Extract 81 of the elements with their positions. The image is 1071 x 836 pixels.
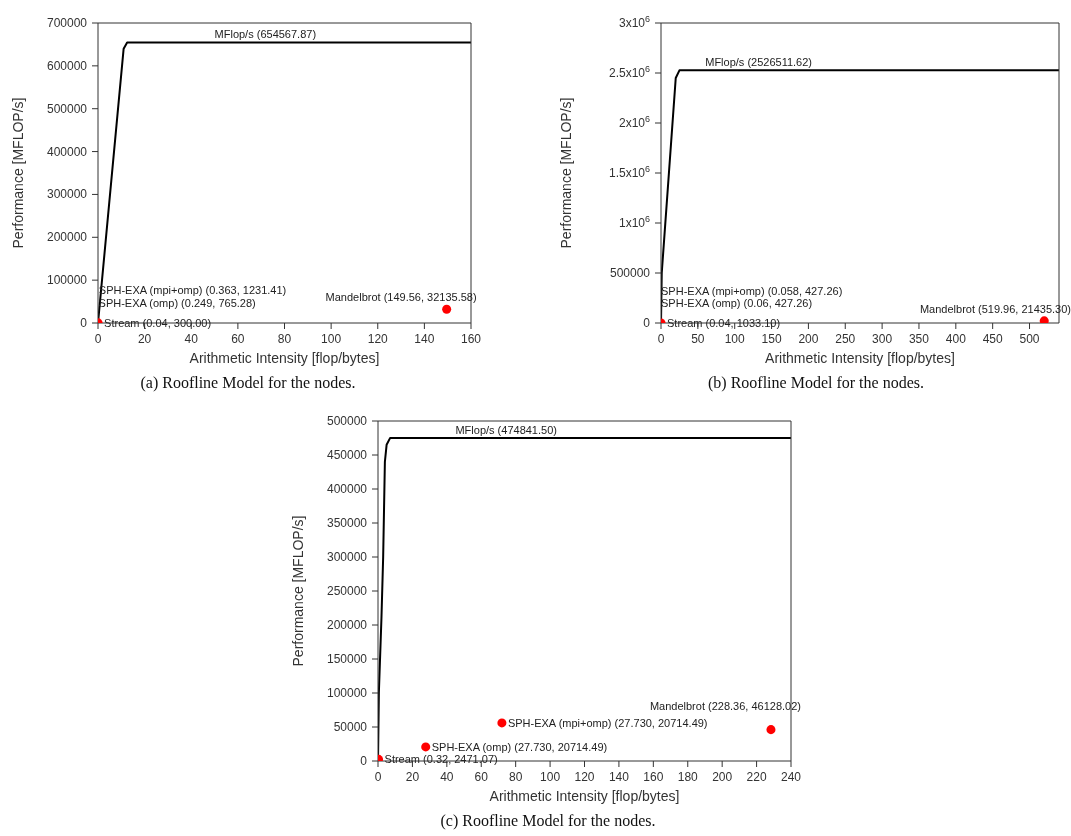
y-tick-label: 350000	[326, 516, 368, 530]
y-tick-label: 500000	[46, 101, 88, 116]
x-tick-label: 0	[94, 332, 102, 346]
annotation: Stream (0.32, 2471.07)	[384, 753, 498, 766]
y-tick-label: 100000	[326, 686, 368, 700]
x-tick-label: 240	[780, 770, 802, 784]
y-axis-title: Performance [MFLOP/s]	[557, 97, 574, 249]
x-tick-label: 100	[540, 770, 561, 784]
x-tick-label: 180	[677, 770, 699, 784]
annotation: Mandelbrot (228.36, 46128.02)	[649, 699, 801, 712]
y-tick-label: 100000	[46, 273, 88, 288]
text: (b) Roofline Model for the nodes.	[707, 374, 925, 392]
annotation: SPH-EXA (mpi+omp) (0.058, 427.26)	[661, 284, 843, 297]
y-axis-title: Performance [MFLOP/s]	[9, 97, 26, 249]
x-tick-label: 250	[835, 332, 856, 346]
x-tick-label: 160	[643, 770, 664, 784]
x-tick-label: 140	[414, 332, 435, 346]
x-tick-label: 150	[761, 332, 782, 346]
annotation: MFlop/s (474841.50)	[455, 424, 557, 437]
annotation: MFlop/s (2526511.62)	[705, 56, 813, 69]
y-tick-label: 400000	[326, 482, 368, 496]
x-tick-label: 160	[460, 332, 482, 346]
x-tick-label: 300	[872, 332, 893, 346]
x-tick-label: 200	[712, 770, 733, 784]
y-tick-label: 0	[360, 754, 368, 768]
y-tick-label: 2.5x10$^{6}$	[608, 64, 650, 80]
x-tick-label: 120	[367, 332, 389, 346]
annotation: SPH-EXA (omp) (0.06, 427.26)	[661, 296, 813, 309]
y-tick-label: 3x10$^{6}$	[618, 14, 650, 30]
y-tick-label: 450000	[326, 448, 368, 462]
y-tick-label: 700000	[46, 16, 88, 30]
y-axis-title: Performance [MFLOP/s]	[289, 515, 306, 667]
x-tick-label: 500	[1019, 332, 1040, 346]
x-tick-label: 20	[405, 770, 420, 784]
x-tick-label: 60	[474, 770, 489, 784]
y-tick-label: 150000	[326, 652, 368, 666]
x-axis-title: Arithmetic Intensity [flop/bytes]	[489, 788, 680, 804]
annotation: Stream (0.04, 300.00)	[104, 316, 212, 329]
x-tick-label: 350	[908, 332, 930, 346]
y-tick-label: 300000	[326, 550, 368, 564]
x-tick-label: 220	[746, 770, 767, 784]
y-tick-label: 0	[643, 316, 651, 330]
y-tick-label: 500000	[609, 266, 651, 280]
x-tick-label: 100	[724, 332, 746, 346]
annotation: SPH-EXA (omp) (27.730, 20714.49)	[431, 740, 608, 753]
x-tick-label: 400	[945, 332, 967, 346]
x-tick-label: 80	[277, 332, 292, 346]
x-axis-title: Arithmetic Intensity [flop/bytes]	[189, 350, 380, 366]
x-tick-label: 450	[982, 332, 1003, 346]
x-tick-label: 60	[231, 332, 245, 346]
annotation: Mandelbrot (149.56, 32135.58)	[325, 291, 477, 304]
x-tick-label: 40	[440, 770, 454, 784]
x-tick-label: 100	[321, 332, 342, 346]
annotation: Mandelbrot (519.96, 21435.30)	[919, 302, 1071, 315]
annotation: Stream (0.04, 1033.10)	[667, 316, 781, 329]
y-tick-label: 600000	[46, 58, 88, 73]
y-tick-label: 300000	[46, 187, 88, 202]
x-tick-label: 120	[574, 770, 595, 784]
x-tick-label: 50	[691, 332, 705, 346]
x-tick-label: 140	[608, 770, 630, 784]
x-axis-title: Arithmetic Intensity [flop/bytes]	[765, 350, 955, 366]
y-tick-label: 250000	[326, 584, 368, 598]
y-tick-label: 200000	[326, 618, 368, 632]
x-tick-label: 20	[137, 332, 152, 346]
x-tick-label: 200	[798, 332, 819, 346]
x-tick-label: 80	[508, 770, 523, 784]
y-tick-label: 1.5x10$^{6}$	[608, 164, 650, 180]
y-tick-label: 400000	[46, 144, 88, 159]
annotation: MFlop/s (654567.87)	[214, 28, 317, 41]
y-tick-label: 500000	[326, 414, 368, 428]
y-tick-label: 0	[80, 316, 88, 330]
y-tick-label: 1x10$^{6}$	[618, 214, 650, 230]
y-tick-label: 2x10$^{6}$	[618, 114, 650, 130]
x-tick-label: 0	[657, 332, 665, 346]
text: (a) Roofline Model for the nodes.	[139, 374, 357, 392]
text: (c) Roofline Model for the nodes.	[439, 812, 657, 830]
y-tick-label: 50000	[333, 720, 368, 734]
x-tick-label: 40	[184, 332, 199, 346]
annotation: SPH-EXA (mpi+omp) (27.730, 20714.49)	[507, 716, 708, 729]
x-tick-label: 0	[374, 770, 382, 784]
y-tick-label: 200000	[46, 230, 88, 245]
